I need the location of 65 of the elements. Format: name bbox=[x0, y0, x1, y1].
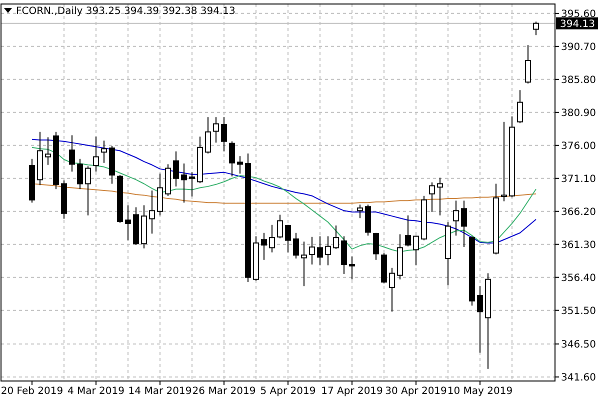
x-tick-label: 14 Mar 2019 bbox=[128, 386, 192, 397]
y-tick-label: 380.90 bbox=[561, 108, 596, 119]
candlestick bbox=[237, 156, 243, 174]
candlestick bbox=[309, 236, 315, 266]
candlestick bbox=[77, 158, 83, 190]
y-tick-label: 366.20 bbox=[561, 206, 596, 218]
candlestick bbox=[453, 200, 459, 236]
candlestick bbox=[293, 232, 299, 259]
candlestick bbox=[157, 173, 163, 216]
y-tick-label: 356.40 bbox=[561, 272, 596, 284]
candlestick bbox=[525, 44, 531, 84]
candlestick bbox=[437, 177, 443, 216]
candlestick bbox=[389, 267, 395, 312]
candlestick bbox=[477, 286, 483, 354]
y-tick-label: 385.80 bbox=[561, 74, 596, 86]
candlestick bbox=[213, 116, 219, 144]
ref-line-label: 394.13 bbox=[560, 18, 595, 30]
y-tick-label: 341.60 bbox=[561, 372, 596, 384]
y-tick-label: 395.60 bbox=[561, 8, 596, 20]
x-tick-label: 26 Mar 2019 bbox=[192, 386, 256, 397]
candlestick bbox=[101, 140, 107, 164]
candlestick bbox=[317, 236, 323, 266]
candlestick bbox=[189, 172, 195, 198]
candlestick bbox=[173, 150, 179, 187]
x-tick-label: 20 Feb 2019 bbox=[0, 386, 64, 397]
candlestick bbox=[405, 214, 411, 247]
candlestick bbox=[349, 256, 355, 280]
candlestick bbox=[501, 121, 507, 202]
candlestick bbox=[125, 204, 131, 241]
candlestick bbox=[93, 136, 99, 172]
y-tick-label: 371.10 bbox=[561, 174, 596, 185]
chart-title: FCORN.,Daily 393.25 394.39 392.38 394.13 bbox=[16, 6, 236, 17]
x-tick-label: 10 May 2019 bbox=[447, 386, 513, 397]
x-tick-label: 17 Apr 2019 bbox=[321, 386, 383, 397]
candlestick bbox=[533, 21, 539, 36]
candlestick bbox=[413, 235, 419, 266]
candlestick bbox=[429, 182, 435, 213]
candlestick bbox=[205, 116, 211, 154]
candlestick bbox=[277, 214, 283, 239]
y-tick-label: 346.50 bbox=[561, 339, 596, 350]
candlestick bbox=[461, 200, 467, 248]
candlestick bbox=[149, 190, 155, 234]
candlestick bbox=[69, 134, 75, 172]
x-tick-label: 5 Apr 2019 bbox=[260, 386, 316, 397]
candlestick bbox=[301, 241, 307, 287]
candlestick bbox=[325, 236, 331, 266]
candlestick bbox=[269, 224, 275, 253]
candlestick bbox=[261, 232, 267, 260]
candlestick bbox=[285, 224, 291, 253]
candlestick bbox=[333, 224, 339, 250]
candlestick bbox=[181, 163, 187, 204]
y-tick-label: 376.00 bbox=[561, 140, 596, 152]
candlestick bbox=[357, 204, 363, 219]
x-tick-label: 4 Mar 2019 bbox=[67, 386, 125, 397]
candlestick bbox=[221, 116, 227, 152]
candlestick bbox=[341, 236, 347, 274]
candlestick bbox=[45, 136, 51, 166]
candlestick bbox=[85, 166, 91, 216]
candlestick bbox=[517, 90, 523, 124]
x-tick-label: 30 Apr 2019 bbox=[385, 386, 447, 397]
y-tick-label: 390.70 bbox=[561, 42, 596, 53]
candlestick bbox=[229, 140, 235, 177]
y-tick-label: 361.30 bbox=[561, 240, 596, 251]
candlestick bbox=[373, 232, 379, 260]
y-tick-label: 351.50 bbox=[561, 306, 596, 317]
